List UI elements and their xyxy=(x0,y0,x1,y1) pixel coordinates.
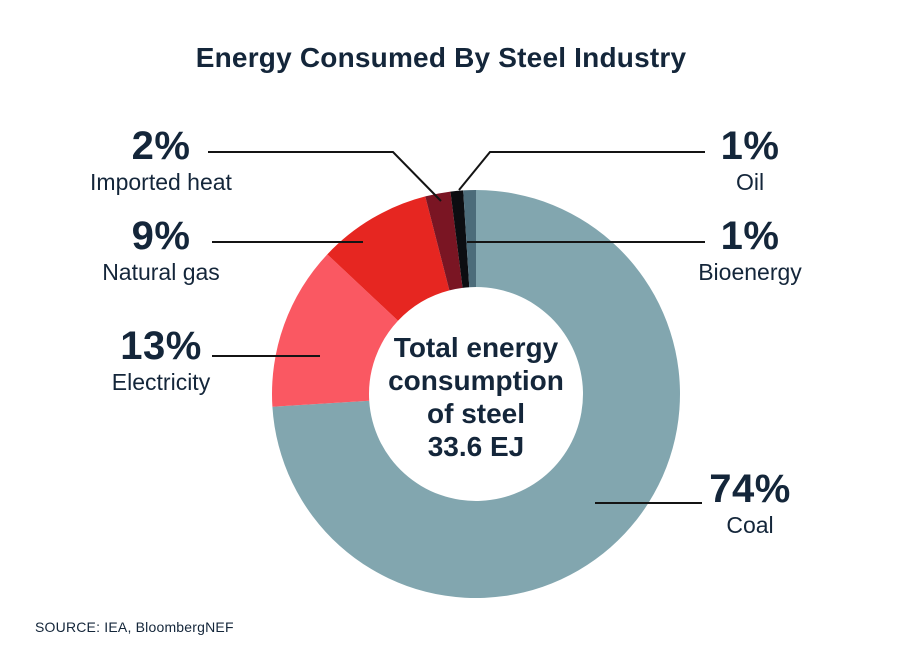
callout-bioenergy: 1% Bioenergy xyxy=(645,214,855,285)
callout-pct: 9% xyxy=(131,214,191,258)
callout-name: Coal xyxy=(726,512,774,538)
callout-oil: 1% Oil xyxy=(645,124,855,195)
center-line-4: 33.6 EJ xyxy=(427,431,525,462)
leader-line-oil xyxy=(458,151,705,191)
callout-imported-heat: 2% Imported heat xyxy=(56,124,266,195)
callout-pct: 1% xyxy=(720,124,780,168)
callout-electricity: 13% Electricity xyxy=(56,324,266,395)
callout-name: Imported heat xyxy=(90,169,232,195)
donut-center-label: Total energy consumption of steel 33.6 E… xyxy=(346,331,606,463)
leader-line-imported-heat xyxy=(208,151,442,202)
chart-title: Energy Consumed By Steel Industry xyxy=(195,42,687,73)
source-note: SOURCE: IEA, BloombergNEF xyxy=(35,619,234,635)
callout-name: Oil xyxy=(735,169,765,195)
callout-name: Natural gas xyxy=(102,259,220,285)
center-line-3: of steel xyxy=(426,398,526,429)
slice-electricity xyxy=(271,254,398,407)
callout-pct: 2% xyxy=(131,124,191,168)
callout-pct: 74% xyxy=(709,467,791,511)
callout-name: Electricity xyxy=(111,369,211,395)
callout-pct: 1% xyxy=(720,214,780,258)
slice-bioenergy xyxy=(463,190,476,288)
callout-pct: 13% xyxy=(120,324,202,368)
slice-natural-gas xyxy=(327,196,450,321)
callout-coal: 74% Coal xyxy=(645,467,855,538)
slice-coal xyxy=(272,190,680,598)
slice-oil xyxy=(450,190,470,288)
callout-name: Bioenergy xyxy=(698,259,802,285)
center-line-1: Total energy xyxy=(393,332,559,363)
callout-natural-gas: 9% Natural gas xyxy=(56,214,266,285)
slice-imported-heat xyxy=(425,191,463,291)
center-line-2: consumption xyxy=(388,365,564,396)
